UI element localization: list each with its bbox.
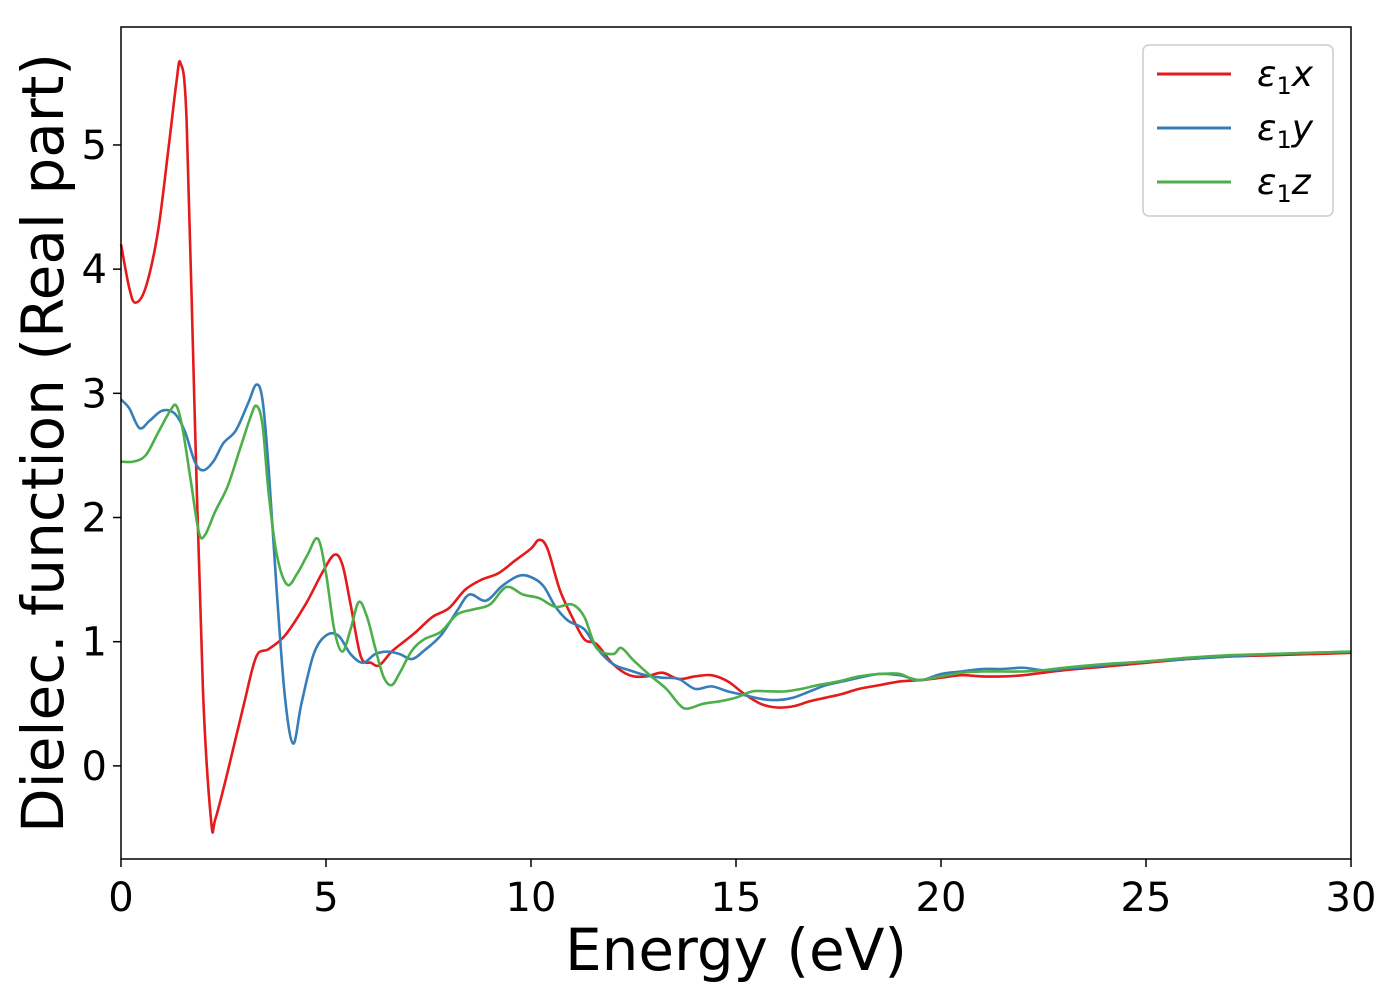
x-tick-label: 15 (711, 875, 762, 921)
legend: ε1x ε1y ε1z (1142, 44, 1334, 217)
y-axis-ticks: 0 1 2 3 4 5 (82, 123, 121, 790)
x-tick-label: 30 (1326, 875, 1377, 921)
y-tick-label: 1 (82, 620, 107, 666)
y-axis-label: Dielec. function (Real part) (9, 53, 77, 833)
series-layer (119, 60, 1352, 834)
x-axis-label: Energy (eV) (565, 916, 907, 984)
x-tick-label: 20 (916, 875, 967, 921)
legend-label-y: ε1y (1257, 108, 1314, 154)
x-tick-label: 10 (506, 875, 557, 921)
y-tick-label: 0 (82, 744, 107, 790)
x-tick-label: 0 (108, 875, 133, 921)
legend-label-z: ε1z (1257, 162, 1312, 208)
y-tick-label: 3 (82, 371, 107, 417)
x-tick-label: 25 (1121, 875, 1172, 921)
y-tick-label: 5 (82, 123, 107, 169)
x-axis-ticks: 0 5 10 15 20 25 30 (108, 859, 1376, 921)
legend-label-x: ε1x (1257, 54, 1314, 100)
series-line-y (120, 383, 1352, 745)
series-line-z (120, 403, 1352, 711)
y-tick-label: 2 (82, 496, 107, 542)
y-tick-label: 4 (82, 247, 107, 293)
x-tick-label: 5 (313, 875, 338, 921)
legend-box (1142, 44, 1334, 217)
